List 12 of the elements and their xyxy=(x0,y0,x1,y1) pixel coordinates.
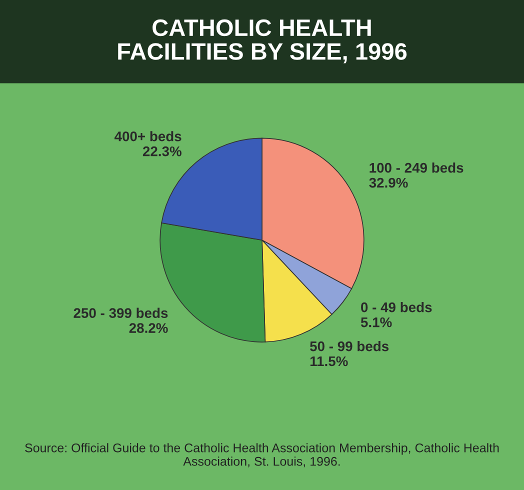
chart-title: CATHOLIC HEALTH FACILITIES BY SIZE, 1996 xyxy=(118,19,407,64)
data-label: 32.9% xyxy=(369,178,408,188)
slice-label: 250 - 399 beds xyxy=(74,308,168,318)
data-label: 28.2% xyxy=(129,323,168,333)
data-label: 22.3% xyxy=(142,146,182,156)
slice-label: 400+ beds xyxy=(114,131,182,142)
data-label: 5.1% xyxy=(360,317,392,328)
source-note: Source: Official Guide to the Catholic Health Association Membership, Catholic Health Association, St. Louis, 1996. xyxy=(25,443,499,468)
slice-label: 0 - 49 beds xyxy=(361,302,432,312)
slice-label: 100 - 249 beds xyxy=(370,162,464,173)
slice-label: 50 - 99 beds xyxy=(310,341,389,352)
data-label: 11.5% xyxy=(310,356,348,366)
